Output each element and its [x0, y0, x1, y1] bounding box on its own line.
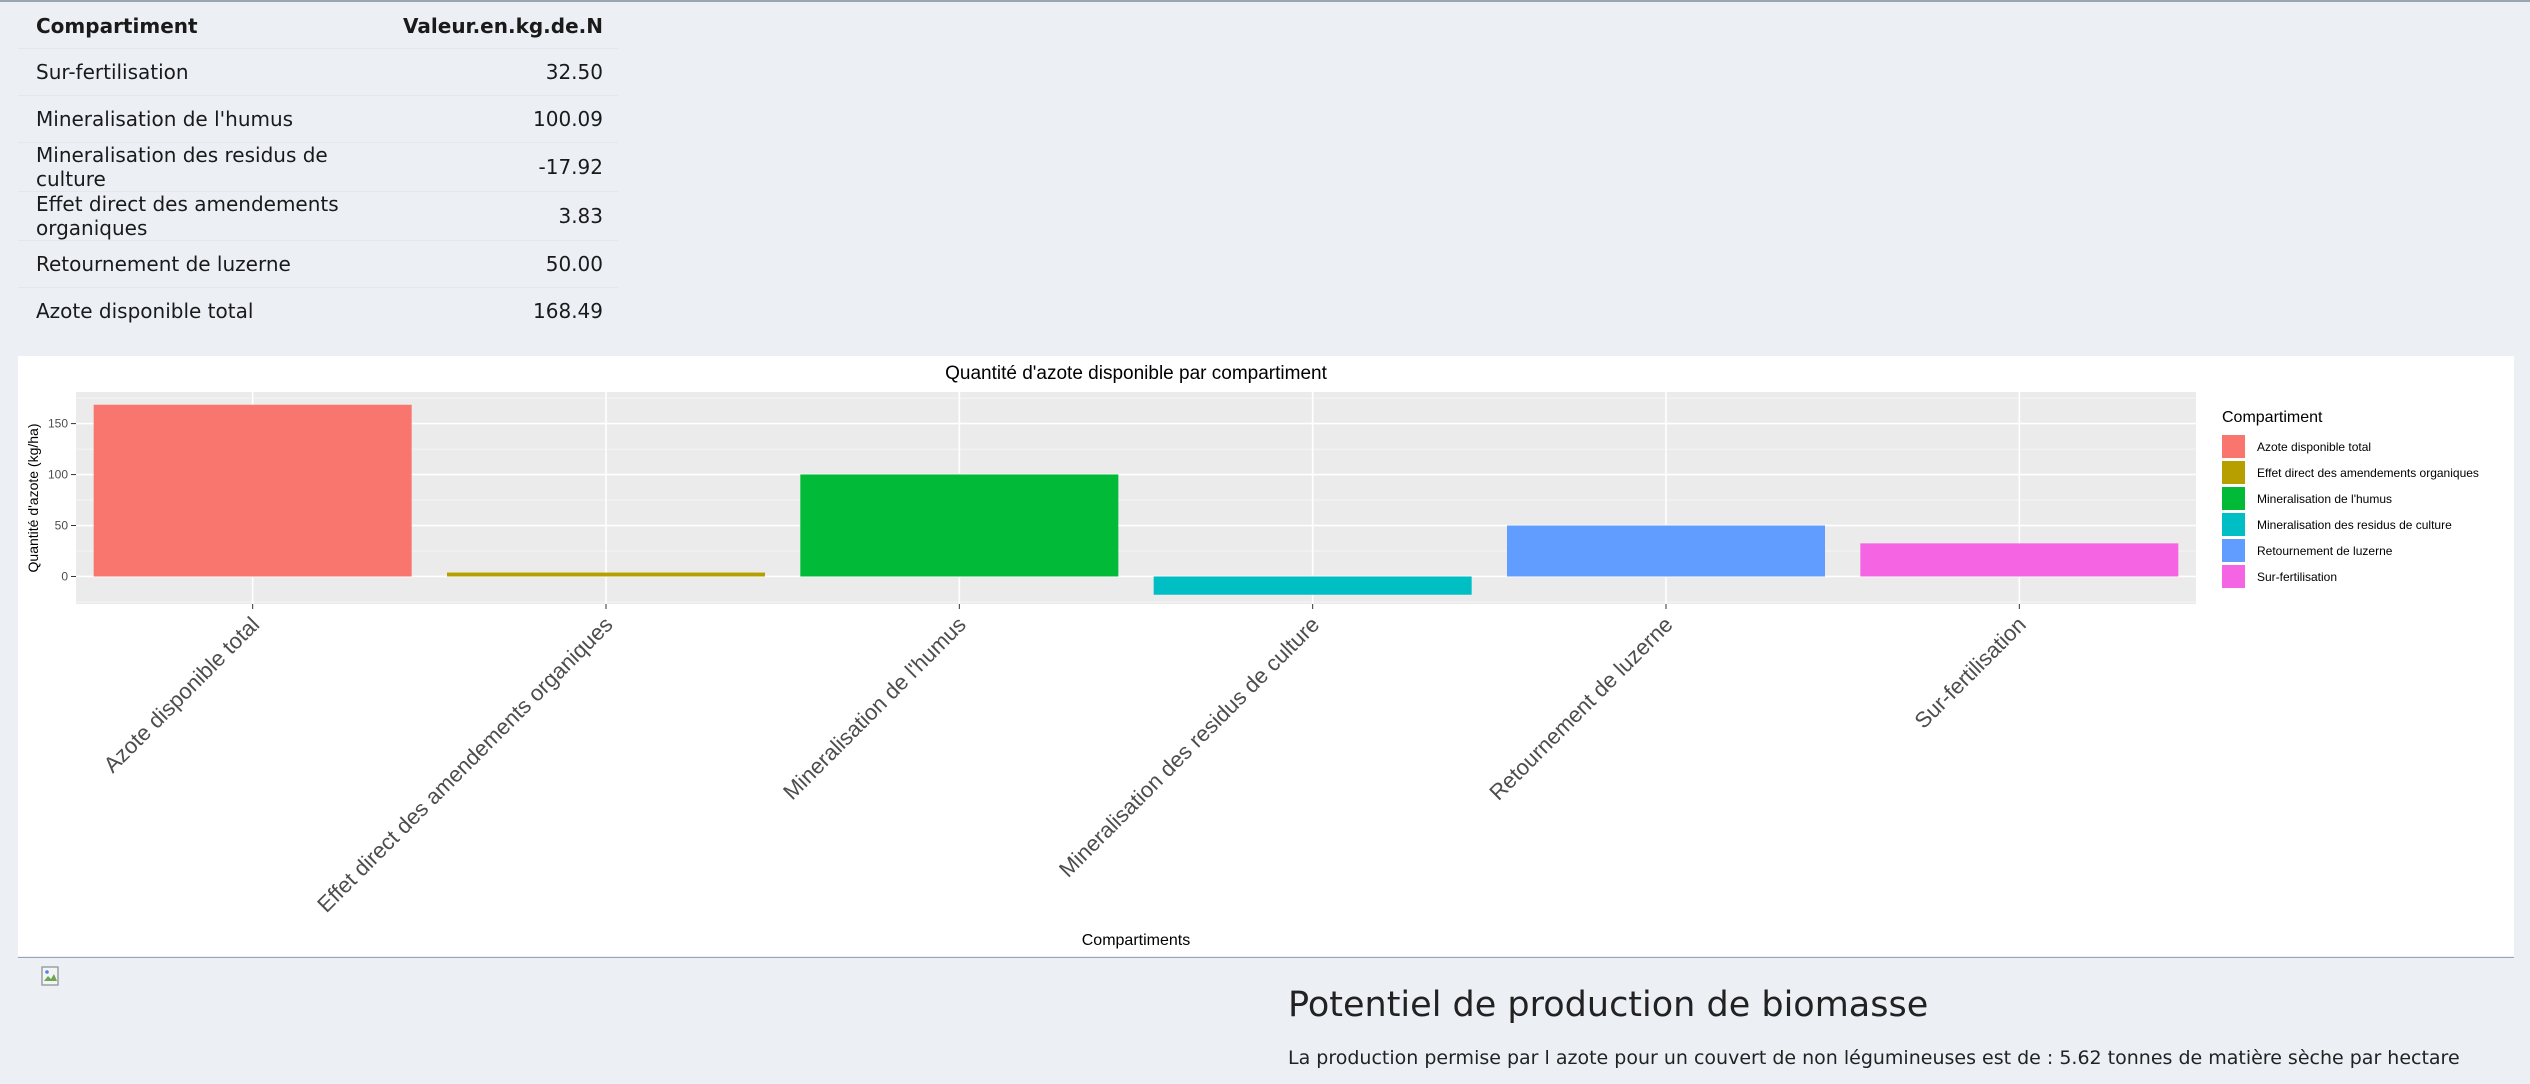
legend-swatch [2222, 513, 2245, 536]
y-tick-label: 100 [48, 468, 68, 482]
table-row: Mineralisation de l'humus 100.09 [18, 95, 618, 143]
biomass-production-text: La production permise par l azote pour u… [1288, 1047, 2460, 1069]
legend-entry: Sur-fertilisation [2257, 570, 2337, 584]
legend-swatch [2222, 539, 2245, 562]
biomass-section-title: Potentiel de production de biomasse [1288, 985, 1929, 1025]
row-value: 168.49 [533, 299, 603, 323]
row-value: 50.00 [545, 252, 603, 276]
y-axis-label: Quantité d'azote (kg/ha) [25, 424, 41, 573]
panel-divider [18, 957, 2514, 958]
bar [93, 404, 412, 577]
row-label: Effet direct des amendements organiques [36, 192, 339, 240]
legend-entry: Retournement de luzerne [2257, 544, 2393, 558]
x-tick-label: Mineralisation des residus de culture [1054, 612, 1324, 882]
row-value: -17.92 [538, 155, 603, 179]
bar [1153, 576, 1472, 595]
row-label: Sur-fertilisation [36, 60, 189, 84]
y-axis: 0 50 100 150 [48, 417, 76, 583]
legend-entry: Mineralisation de l'humus [2257, 492, 2392, 506]
nitrogen-table: Compartiment Valeur.en.kg.de.N Sur-ferti… [18, 4, 618, 334]
row-label: Mineralisation de l'humus [36, 107, 294, 131]
x-tick-label: Retournement de luzerne [1484, 612, 1677, 805]
x-tick-label: Azote disponible total [99, 612, 265, 778]
bar [1507, 525, 1825, 577]
x-tick-label: Effet direct des amendements organiques [312, 612, 617, 917]
y-tick-label: 150 [48, 417, 68, 431]
legend-entry: Azote disponible total [2257, 440, 2371, 454]
bar [800, 474, 1119, 577]
nitrogen-table-container: Compartiment Valeur.en.kg.de.N Sur-ferti… [18, 4, 618, 334]
legend-swatch [2222, 565, 2245, 588]
table-row: Mineralisation des residus de culture -1… [18, 142, 618, 192]
bar [1860, 543, 2179, 577]
table-row: Sur-fertilisation 32.50 [18, 48, 618, 96]
table-row: Azote disponible total 168.49 [18, 287, 618, 335]
broken-image-icon [41, 966, 59, 986]
row-value: 3.83 [558, 204, 603, 228]
row-value: 100.09 [533, 107, 603, 131]
legend: Azote disponible total Effet direct des a… [2222, 435, 2479, 588]
legend-swatch [2222, 435, 2245, 458]
plot-background [76, 392, 2196, 604]
row-label: Mineralisation des residus de culture [36, 143, 328, 191]
x-axis-label: Compartiments [1082, 932, 1190, 949]
bar-chart: Quantité d'azote disponible par comparti… [25, 363, 2479, 949]
row-value: 32.50 [545, 60, 603, 84]
table-row: Retournement de luzerne 50.00 [18, 240, 618, 288]
legend-swatch [2222, 487, 2245, 510]
bars [93, 404, 2179, 595]
x-axis: Azote disponible total Effet direct des a… [99, 604, 2031, 917]
table-header-row: Compartiment Valeur.en.kg.de.N [18, 4, 618, 49]
table-row: Effet direct des amendements organiques … [18, 191, 618, 241]
column-header-valeur: Valeur.en.kg.de.N [403, 14, 603, 38]
legend-title: Compartiment [2222, 409, 2323, 426]
legend-swatch [2222, 461, 2245, 484]
x-tick-label: Sur-fertilisation [1909, 612, 2030, 733]
bar [447, 572, 765, 577]
row-label: Azote disponible total [36, 299, 254, 323]
chart-title: Quantité d'azote disponible par comparti… [945, 363, 1327, 384]
row-label: Retournement de luzerne [36, 252, 291, 276]
y-tick-label: 50 [55, 519, 69, 533]
legend-entry: Mineralisation des residus de culture [2257, 518, 2452, 532]
legend-entry: Effet direct des amendements organiques [2257, 466, 2479, 480]
y-tick-label: 0 [61, 569, 68, 583]
x-tick-label: Mineralisation de l'humus [778, 612, 971, 805]
column-header-compartiment: Compartiment [36, 14, 198, 38]
top-divider [0, 0, 2530, 2]
chart-panel: Quantité d'azote disponible par comparti… [18, 356, 2514, 956]
